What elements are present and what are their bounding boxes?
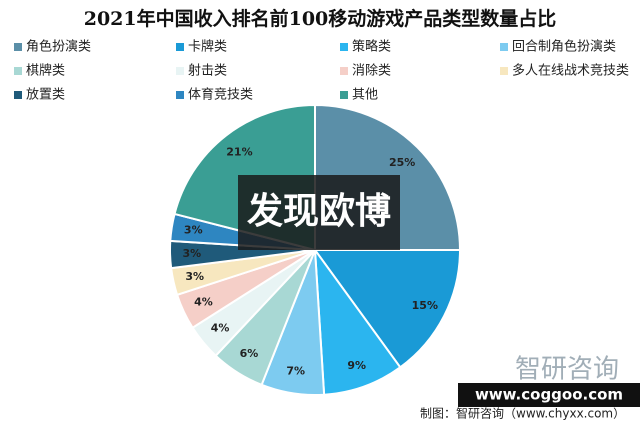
- watermark: 发现欧博: [247, 191, 391, 232]
- url-box: [458, 383, 640, 407]
- value-label: 3%: [184, 224, 203, 237]
- pie-slice: [313, 246, 402, 396]
- value-label: 4%: [194, 295, 213, 308]
- legend-label: 体育竞技类: [188, 87, 253, 103]
- url-watermark: www.coggoo.com: [475, 386, 623, 404]
- legend-label: 放置类: [26, 88, 65, 103]
- legend-swatch: [500, 67, 508, 75]
- legend-label: 其他: [352, 88, 378, 103]
- value-label: 3%: [185, 270, 204, 283]
- legend-swatch: [14, 91, 22, 99]
- value-label: 9%: [347, 359, 366, 372]
- watermark-box: [238, 175, 400, 250]
- value-label: 25%: [389, 156, 415, 169]
- legend-label: 棋牌类: [26, 63, 65, 79]
- value-label: 21%: [226, 146, 252, 159]
- value-label: 4%: [211, 322, 230, 335]
- legend-label: 消除类: [352, 64, 391, 79]
- value-label: 15%: [412, 299, 438, 312]
- legend-swatch: [340, 91, 348, 99]
- value-label: 7%: [286, 365, 305, 378]
- legend-label: 卡牌类: [188, 39, 227, 55]
- source: 制图：智研咨询（www.chyxx.com）: [420, 406, 625, 421]
- legend-label: 回合制角色扮演类: [512, 39, 616, 55]
- legend-swatch: [14, 67, 22, 75]
- legend-label: 射击类: [188, 63, 227, 79]
- logo-text: 智研咨询: [515, 355, 619, 385]
- chart-title: 2021年中国收入排名前100移动游戏产品类型数量占比: [84, 7, 557, 30]
- pie-slice: [313, 249, 462, 369]
- legend-label: 策略类: [352, 39, 391, 55]
- legend-swatch: [500, 43, 508, 51]
- legend-swatch: [176, 67, 184, 75]
- legend-swatch: [340, 43, 348, 51]
- legend-swatch: [176, 91, 184, 99]
- legend-swatch: [340, 67, 348, 75]
- value-label: 3%: [182, 247, 201, 260]
- legend-label: 多人在线战术竞技类: [512, 63, 629, 79]
- legend-swatch: [176, 43, 184, 51]
- legend-label: 角色扮演类: [26, 39, 91, 55]
- legend-swatch: [14, 43, 22, 51]
- value-label: 6%: [240, 347, 259, 360]
